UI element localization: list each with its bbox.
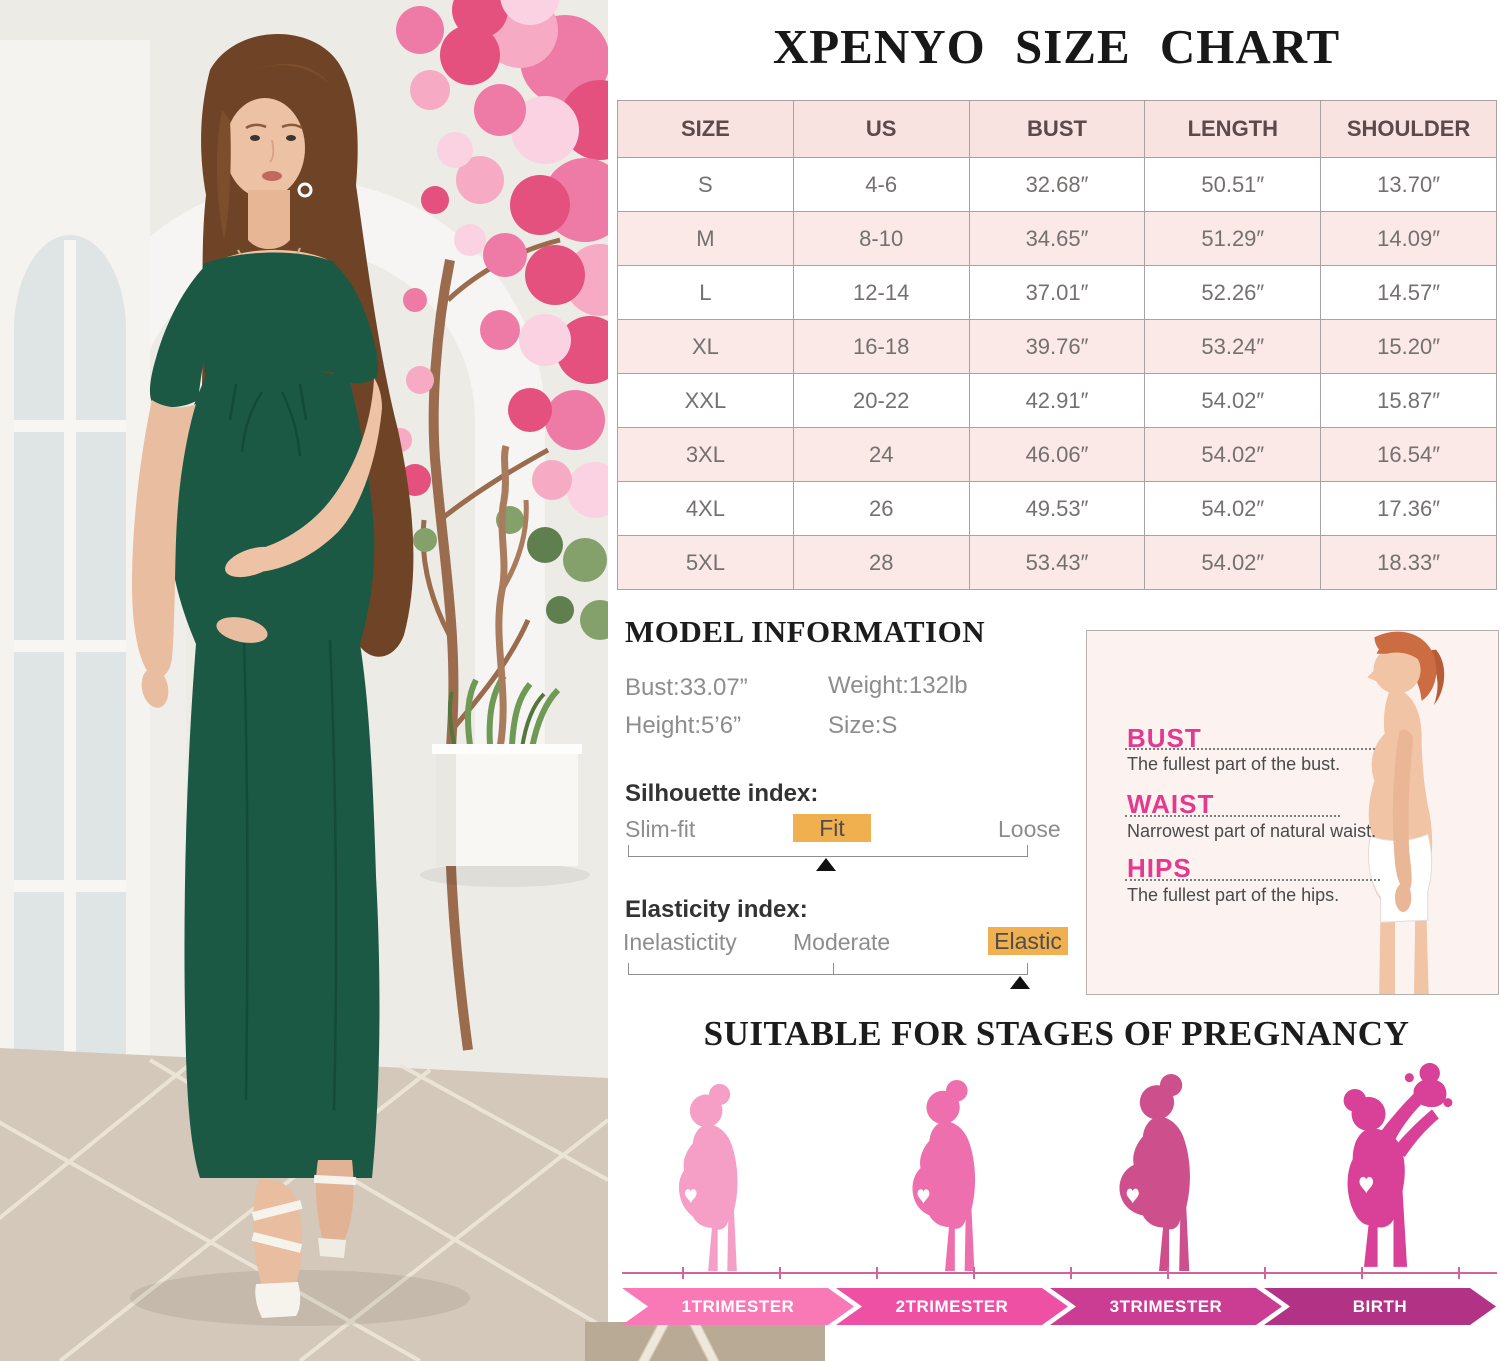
table-row: 3XL 24 46.06″ 54.02″ 16.54″	[617, 427, 1497, 482]
stage-figure-1trimester	[678, 1083, 738, 1272]
measure-guide-figure	[1367, 631, 1445, 994]
stage-banners: 1TRIMESTER 2TRIMESTER 3TRIMESTER BIRTH	[622, 1288, 1497, 1325]
silhouette-selected-fit: Fit	[793, 814, 871, 842]
table-row: L 12-14 37.01″ 52.26″ 14.57″	[617, 265, 1497, 320]
stages-timeline	[622, 1267, 1497, 1279]
col-header-shoulder: SHOULDER	[1320, 100, 1497, 158]
green-dress	[149, 252, 380, 1178]
banner-birth: BIRTH	[1264, 1288, 1496, 1325]
stage-figure-3trimester	[1119, 1074, 1190, 1271]
product-photo	[0, 0, 608, 1361]
elasticity-marker-icon	[1010, 976, 1030, 989]
table-header-row: SIZE US BUST LENGTH SHOULDER	[617, 100, 1497, 158]
col-header-bust: BUST	[968, 100, 1146, 158]
col-header-us: US	[792, 100, 970, 158]
silhouette-option-slim-fit: Slim-fit	[625, 816, 696, 842]
silhouette-marker-icon	[816, 858, 836, 871]
page-title: XPENYO SIZE CHART	[772, 19, 1341, 74]
silhouette-index-heading: Silhouette index:	[625, 780, 819, 807]
face	[225, 98, 305, 198]
table-row: 4XL 26 49.53″ 54.02″ 17.36″	[617, 481, 1497, 536]
silhouette-scale	[628, 845, 1028, 857]
elasticity-option-inelastictity: Inelastictity	[623, 929, 737, 955]
stage-figure-birth	[1343, 1062, 1453, 1267]
silhouette-option-loose: Loose	[998, 816, 1061, 842]
floor-photo-fragment	[585, 1322, 825, 1361]
elasticity-selected-elastic: Elastic	[988, 927, 1068, 955]
elasticity-scale	[628, 963, 1028, 975]
flower-tree	[388, 0, 608, 1051]
elasticity-option-moderate: Moderate	[793, 929, 891, 955]
model-size: Size:S	[828, 712, 898, 739]
sandals	[251, 1160, 357, 1318]
hips-dotted-line	[1125, 879, 1380, 881]
size-table: SIZE US BUST LENGTH SHOULDER S 4-6 32.68″ 5…	[617, 100, 1497, 590]
table-row: XXL 20-22 42.91″ 54.02″ 15.87″	[617, 373, 1497, 428]
col-header-size: SIZE	[617, 100, 794, 158]
model-bust: Bust:33.07”	[625, 674, 748, 701]
earring	[297, 182, 313, 198]
waist-label: WAIST	[1127, 789, 1215, 819]
white-planter	[420, 445, 590, 887]
measure-guide-panel: BUST The fullest part of the bust. WAIST…	[1086, 630, 1499, 995]
model-weight: Weight:132lb	[828, 672, 968, 699]
pregnancy-stages-heading: SUITABLE FOR STAGES OF PREGNANCY	[703, 1014, 1410, 1053]
size-table-body: S 4-6 32.68″ 50.51″ 13.70″ M 8-10 34.65″ 51.29″ 1…	[617, 157, 1497, 590]
elasticity-index-heading: Elasticity index:	[625, 896, 808, 923]
banner-1trimester: 1TRIMESTER	[622, 1288, 854, 1325]
window-frame	[0, 40, 186, 1170]
waist-description: Narrowest part of natural waist.	[1127, 821, 1377, 841]
model-figure	[132, 33, 414, 1318]
waist-dotted-line	[1125, 815, 1340, 817]
model-height: Height:5’6”	[625, 712, 742, 739]
bust-dotted-line	[1125, 748, 1375, 750]
table-row: 5XL 28 53.43″ 54.02″ 18.33″	[617, 535, 1497, 590]
bust-description: The fullest part of the bust.	[1127, 754, 1341, 774]
hanging-arm	[132, 400, 196, 678]
scale-mid-tick	[833, 963, 834, 975]
table-row: S 4-6 32.68″ 50.51″ 13.70″	[617, 157, 1497, 212]
hips-label: HIPS	[1127, 853, 1192, 883]
hips-description: The fullest part of the hips.	[1127, 885, 1340, 905]
table-row: M 8-10 34.65″ 51.29″ 14.09″	[617, 211, 1497, 266]
col-header-length: LENGTH	[1144, 100, 1322, 158]
banner-2trimester: 2TRIMESTER	[836, 1288, 1068, 1325]
model-information-heading: MODEL INFORMATION	[625, 614, 986, 649]
banner-3trimester: 3TRIMESTER	[1050, 1288, 1282, 1325]
stage-figure-2trimester	[912, 1079, 976, 1272]
table-row: XL 16-18 39.76″ 53.24″ 15.20″	[617, 319, 1497, 374]
